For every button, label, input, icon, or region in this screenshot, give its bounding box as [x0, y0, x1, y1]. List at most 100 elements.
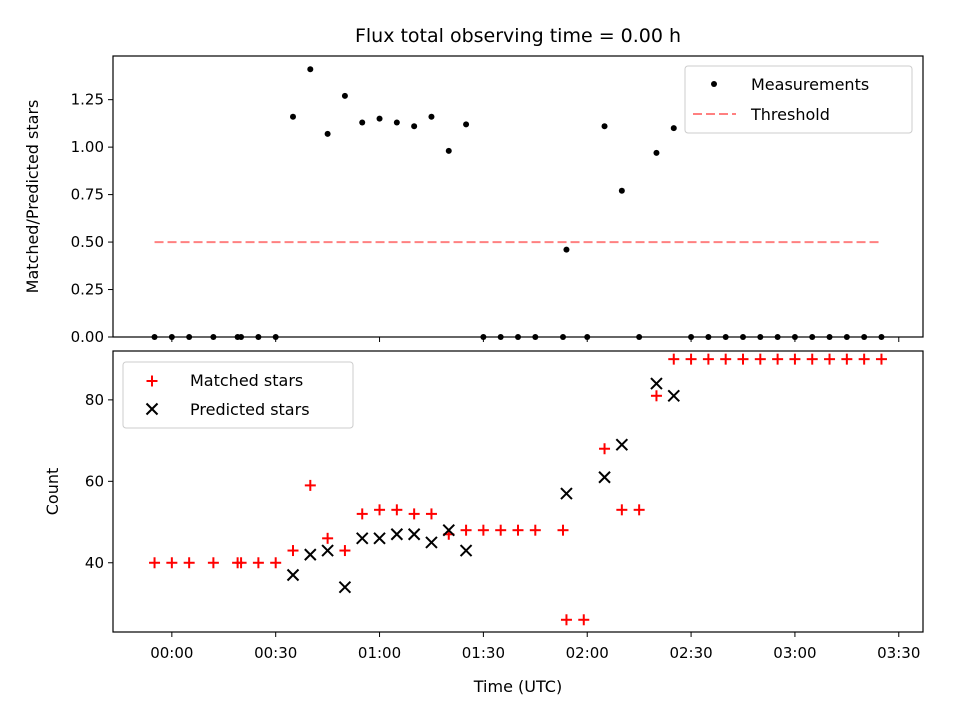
predicted-star-point: [425, 536, 438, 549]
matched-star-point: [270, 557, 282, 569]
matched-star-point: [772, 353, 784, 365]
predicted-star-point: [560, 487, 573, 500]
matched-star-point: [408, 508, 420, 520]
matched-star-point: [207, 557, 219, 569]
predicted-star-point: [650, 377, 663, 390]
predicted-star-point: [304, 548, 317, 561]
measurement-point: [411, 123, 418, 130]
x-axis-label: Time (UTC): [473, 677, 562, 696]
matched-star-point: [339, 545, 351, 557]
top-axes-frame: [112, 55, 924, 338]
x-tick-label: 00:30: [254, 644, 297, 662]
matched-star-point: [616, 504, 628, 516]
matched-star-point: [149, 557, 161, 569]
predicted-star-point: [442, 523, 455, 537]
matched-star-point: [633, 504, 645, 516]
y-tick-label: 40: [85, 554, 104, 572]
matched-star-point: [322, 532, 334, 544]
legend-matched-label: Matched stars: [190, 371, 303, 390]
predicted-star-point: [390, 528, 404, 541]
x-tick-label: 03:30: [877, 644, 920, 662]
matched-star-point: [754, 353, 766, 365]
legend-top: Measurements Threshold: [684, 65, 913, 134]
legend-measurements-label: Measurements: [751, 75, 869, 94]
matched-star-point: [374, 504, 386, 516]
chart-title: Flux total observing time = 0.00 h: [355, 25, 681, 47]
matched-star-point: [557, 524, 569, 536]
measurement-point: [670, 125, 677, 132]
y-tick-label: 0.25: [71, 281, 104, 299]
matched-star-point: [702, 353, 714, 365]
measurement-point: [618, 187, 625, 194]
matched-star-point: [650, 390, 662, 402]
predicted-star-point: [459, 544, 473, 557]
legend-bottom-box: [122, 361, 354, 429]
y-tick-label: 60: [85, 472, 104, 490]
matched-star-point: [477, 524, 489, 536]
matched-star-point: [252, 557, 264, 569]
legend-predicted-marker: [145, 402, 159, 416]
y-tick-label: 1.25: [71, 91, 104, 109]
x-tick-label: 03:00: [773, 644, 816, 662]
predicted-star-point: [321, 544, 334, 557]
measurement-point: [307, 66, 314, 73]
matched-star-point: [235, 557, 247, 569]
legend-measurements-marker: [711, 81, 717, 87]
legend-bottom: Matched stars Predicted stars: [122, 361, 354, 429]
predicted-star-point: [598, 471, 611, 484]
measurement-point: [428, 113, 435, 120]
matched-star-point: [166, 557, 178, 569]
legend-threshold-label: Threshold: [750, 105, 830, 124]
y-tick-label: 80: [85, 391, 104, 409]
y-tick-label: 0.75: [71, 186, 104, 204]
legend-matched-marker: [146, 375, 158, 387]
bottom-axes-frame: [112, 350, 924, 633]
matched-star-point: [460, 524, 472, 536]
legend-top-box: [684, 65, 913, 134]
legend-predicted-label: Predicted stars: [190, 400, 310, 419]
matched-star-point: [824, 353, 836, 365]
matched-star-point: [529, 524, 541, 536]
predicted-star-point: [338, 580, 352, 594]
matched-star-point: [685, 353, 697, 365]
predicted-star-point: [667, 389, 680, 403]
matched-star-point: [668, 353, 680, 365]
matched-star-point: [578, 614, 590, 626]
matched-star-point: [183, 557, 195, 569]
measurement-point: [563, 246, 570, 253]
x-tick-label: 02:00: [566, 644, 609, 662]
matched-star-point: [425, 508, 437, 520]
y-axis-label: Matched/Predicted stars: [23, 100, 42, 294]
x-tick-label: 02:30: [669, 644, 712, 662]
y-tick-label: 0.00: [71, 328, 104, 346]
x-tick-label: 00:00: [150, 644, 193, 662]
predicted-star-point: [615, 438, 629, 451]
measurement-point: [393, 119, 400, 126]
measurement-point: [445, 147, 452, 154]
matched-star-point: [356, 508, 368, 520]
matched-star-point: [495, 524, 507, 536]
measurement-point: [324, 130, 331, 137]
matched-star-point: [560, 614, 572, 626]
predicted-star-point: [356, 532, 369, 545]
measurement-point: [376, 115, 383, 122]
measurement-point: [290, 113, 296, 120]
x-tick-label: 01:00: [358, 644, 401, 662]
measurement-point: [601, 123, 608, 130]
measurement-point: [463, 121, 470, 128]
measurement-point: [653, 149, 660, 156]
predicted-star-point: [407, 528, 421, 541]
y-tick-label: 1.00: [71, 138, 104, 156]
predicted-star-point: [286, 568, 300, 582]
x-tick-label: 01:30: [462, 644, 505, 662]
matched-star-point: [841, 353, 853, 365]
matched-star-point: [287, 545, 299, 557]
matched-star-point: [789, 353, 801, 365]
matched-star-point: [304, 479, 316, 491]
measurement-point: [359, 119, 366, 126]
y-axis-label: Count: [43, 468, 62, 516]
matched-star-point: [875, 353, 887, 365]
matched-star-point: [737, 353, 749, 365]
predicted-star-point: [373, 532, 386, 545]
